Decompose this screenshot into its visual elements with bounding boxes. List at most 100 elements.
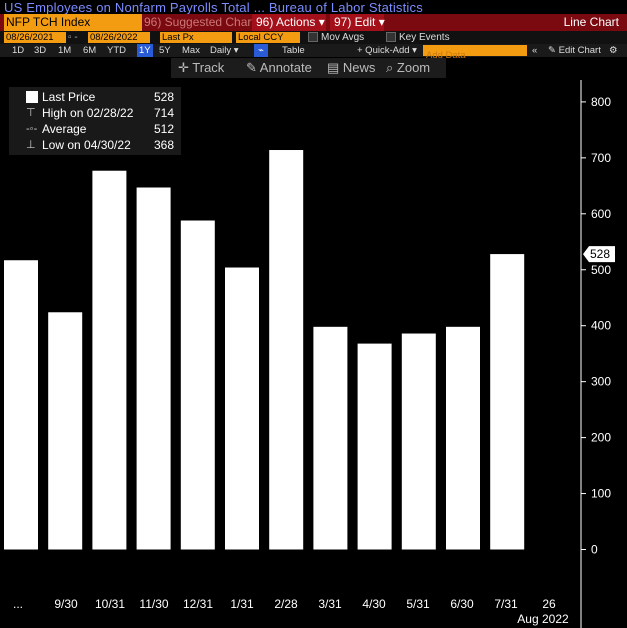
legend-average-label: Average (42, 122, 87, 136)
chart-type-label[interactable]: Line Chart (563, 15, 619, 29)
search-icon: ⌕ (386, 60, 397, 75)
legend-low-label: Low on 04/30/22 (42, 138, 131, 152)
average-icon: -◦- (26, 123, 38, 135)
y-tick-label: 0 (591, 543, 598, 557)
bar-5-31 (401, 333, 436, 550)
x-tick-label: 1/31 (230, 597, 254, 611)
news-icon: ▤ (327, 60, 343, 75)
title-bar (0, 0, 627, 14)
x-tick-label: 11/30 (139, 597, 168, 611)
legend-high-value: 714 (154, 106, 175, 120)
y-tick-label: 600 (591, 207, 611, 221)
edit-chart-label: Edit Chart (558, 45, 601, 56)
mov-avgs-label: Mov Avgs (321, 32, 365, 43)
y-tick-label: 200 (591, 431, 611, 445)
track-tool[interactable]: ✛ Track (178, 60, 224, 76)
key-events-label: Key Events (399, 32, 450, 43)
quick-add-button[interactable]: + Quick-Add ▾ (357, 45, 417, 56)
y-tick-label: 300 (591, 375, 611, 389)
chart-toolbar (171, 58, 446, 78)
x-sublabel: Aug 2022 (517, 612, 569, 626)
y-tick-label: 700 (591, 151, 611, 165)
bar-3-31 (313, 326, 348, 550)
bar-12-31 (180, 220, 215, 550)
frequency-selector[interactable]: Daily ▾ (210, 45, 239, 56)
bar-8-31 (4, 260, 38, 550)
bar-10-31 (92, 170, 127, 550)
collapse-icon[interactable]: « (532, 45, 538, 56)
track-label: Track (192, 60, 225, 75)
last-value-marker (583, 246, 615, 263)
legend-low-value: 368 (154, 138, 175, 152)
bar-1-31 (225, 267, 259, 550)
period-max[interactable]: Max (182, 45, 200, 56)
period-6m[interactable]: 6M (83, 45, 97, 56)
bar-chart[interactable]: 0 100 200 300 400 500 600 700 800... 9/30 10/31 11/… (0, 80, 627, 628)
key-events-checkbox[interactable] (386, 32, 396, 43)
x-tick-label: 4/30 (362, 597, 386, 611)
period-1m[interactable]: 1M (58, 45, 72, 56)
period-3d[interactable]: 3D (34, 45, 47, 56)
x-tick-label: 10/31 (95, 597, 125, 611)
ticker-field[interactable]: NFP TCH Index (4, 14, 142, 31)
annotate-label: Annotate (259, 60, 312, 75)
zoom-tool[interactable]: ⌕ Zoom (386, 60, 430, 76)
date-separator: ▫ - (68, 32, 78, 43)
bar-9-30 (48, 312, 83, 550)
annotate-tool[interactable]: ✎ Annotate (246, 60, 312, 76)
x-tick-label: ... (13, 597, 23, 611)
legend-last-price-value: 528 (154, 90, 175, 104)
add-data-placeholder: Add Data (426, 50, 466, 61)
last-price-swatch (26, 91, 38, 103)
last-value-label: 528 (590, 247, 610, 261)
crosshair-icon: ✛ (178, 60, 193, 75)
y-tick-label: 800 (591, 95, 611, 109)
mov-avgs-toggle[interactable]: Mov Avgs (308, 31, 364, 44)
edit-chart-button[interactable]: ✎ Edit Chart (548, 44, 601, 57)
legend-average-value: 512 (154, 122, 175, 136)
mov-avgs-checkbox[interactable] (308, 32, 318, 43)
period-1y[interactable]: 1Y (137, 44, 153, 57)
y-tick-label: 400 (591, 319, 611, 333)
x-tick-label: 9/30 (54, 597, 78, 611)
currency-selector[interactable]: Local CCY (236, 32, 300, 43)
x-tick-label: 12/31 (183, 597, 213, 611)
bar-7-31 (490, 254, 525, 550)
x-tick-label: 3/31 (318, 597, 342, 611)
bar-6-30 (446, 326, 480, 550)
end-date-field[interactable]: 08/26/2022 (88, 32, 150, 43)
table-button[interactable]: Table (282, 45, 305, 56)
gear-icon[interactable]: ⚙ (609, 45, 618, 56)
pencil-icon: ✎ (548, 45, 559, 56)
period-5y[interactable]: 5Y (159, 45, 171, 56)
legend-high-label: High on 02/28/22 (42, 106, 134, 120)
period-1d[interactable]: 1D (12, 45, 25, 56)
period-ytd[interactable]: YTD (107, 45, 126, 56)
edit-menu-button[interactable]: 97) Edit ▾ (330, 14, 385, 31)
x-tick-label: 5/31 (406, 597, 430, 611)
news-tool[interactable]: ▤ News (327, 60, 375, 76)
y-tick-label: 100 (591, 487, 611, 501)
high-icon: ⊤ (26, 107, 36, 119)
low-icon: ⊥ (26, 139, 36, 151)
x-tick-label: 7/31 (494, 597, 518, 611)
x-tick-label: 6/30 (450, 597, 474, 611)
bar-4-30 (357, 343, 392, 550)
pencil-icon: ✎ (246, 60, 260, 75)
start-date-field[interactable]: 08/26/2021 (4, 32, 66, 43)
x-tick-label: 2/28 (274, 597, 298, 611)
page-title: US Employees on Nonfarm Payrolls Total .… (4, 0, 423, 15)
zoom-label: Zoom (396, 60, 431, 75)
field-selector[interactable]: Last Px (160, 32, 232, 43)
bar-11-30 (136, 187, 171, 550)
legend-last-price-label: Last Price (42, 90, 96, 104)
x-tick-label: 26 (542, 597, 556, 611)
actions-menu-button[interactable]: 96) Actions ▾ (252, 14, 326, 31)
bar-2-28 (269, 150, 304, 550)
key-events-toggle[interactable]: Key Events (386, 31, 450, 44)
y-tick-label: 500 (591, 263, 611, 277)
suggested-charts-button[interactable]: 96) Suggested Charts (144, 15, 261, 29)
add-data-input[interactable]: Add Data (423, 45, 527, 61)
chart-icon[interactable]: ⌁ (254, 44, 268, 57)
news-label: News (342, 60, 376, 75)
